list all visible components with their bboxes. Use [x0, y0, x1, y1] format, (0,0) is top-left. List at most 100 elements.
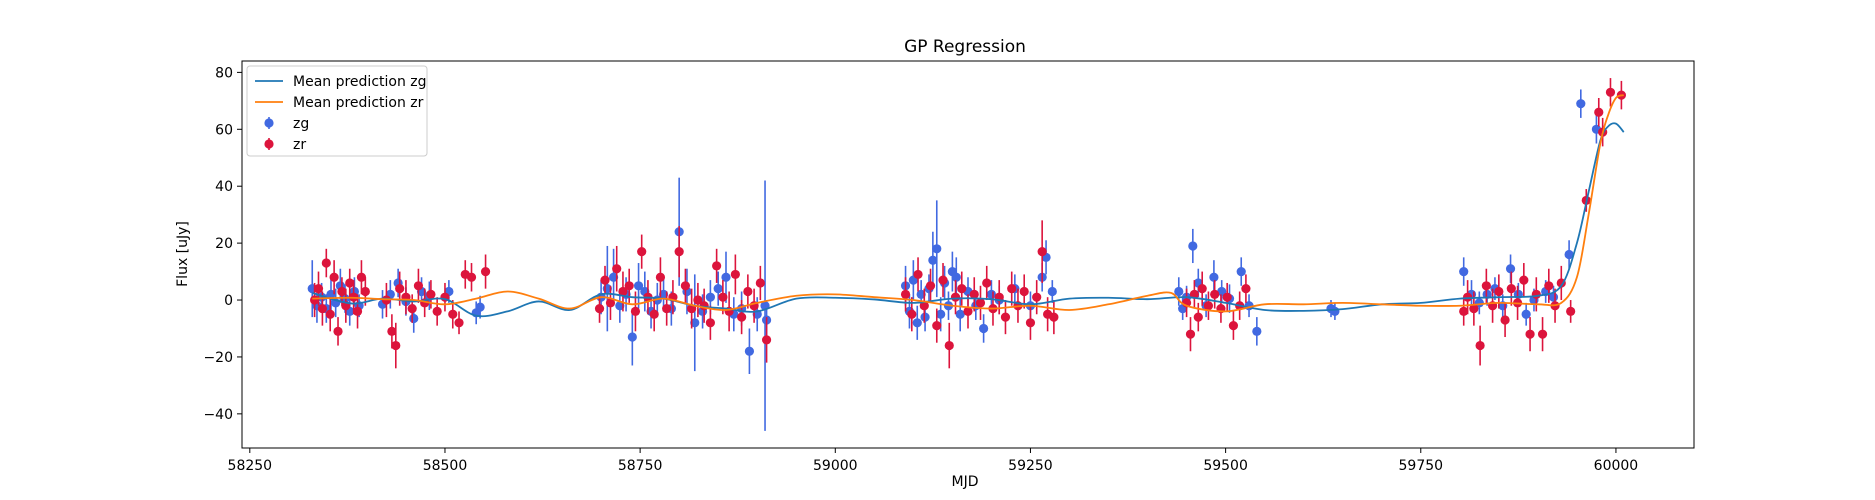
zr-data-point: [360, 286, 370, 297]
zr-data-point: [637, 247, 647, 257]
zr-data-point: [730, 269, 740, 280]
x-tick-label: 59750: [1399, 458, 1444, 474]
y-axis-ticks: −40 −20 0 20 40 60 80: [203, 65, 242, 423]
zr-data-point: [1007, 284, 1017, 294]
zr-data-point: [1481, 281, 1491, 291]
zr-data-point: [932, 321, 942, 331]
zr-data-point: [761, 335, 772, 345]
zg-data-point: [916, 289, 926, 299]
zg-data-point: [1330, 306, 1340, 317]
zg-data-point: [658, 289, 669, 299]
data-layer: [307, 78, 1626, 431]
y-axis-label: Flux [uJy]: [175, 221, 191, 287]
zr-data-point: [600, 275, 610, 285]
zg-data-point: [1188, 241, 1198, 251]
x-tick-label: 58750: [618, 458, 663, 474]
zr-data-point: [624, 281, 634, 291]
zr-data-point: [345, 278, 355, 288]
zr-data-point: [466, 272, 477, 282]
zr-data-point: [1605, 87, 1616, 97]
zr-data-point: [337, 286, 347, 297]
zr-data-point: [448, 309, 458, 319]
zg-data-point: [608, 272, 619, 282]
zr-data-point: [1185, 329, 1196, 339]
zr-data-point: [1519, 275, 1529, 285]
zr-data-point: [594, 303, 605, 314]
zr-data-point: [605, 298, 616, 308]
zg-data-point: [633, 281, 644, 291]
plot-area: [241, 60, 1695, 449]
zr-data-point: [957, 284, 967, 294]
zr-data-point: [1228, 321, 1239, 331]
zr-data-point: [618, 286, 628, 297]
zg-data-point: [721, 272, 731, 282]
zr-data-point: [907, 309, 917, 319]
zg-data-point: [1209, 272, 1219, 282]
zr-data-point: [630, 306, 641, 317]
zg-data-point: [1521, 309, 1531, 319]
y-tick-label: 0: [224, 293, 233, 309]
line-mean-prediction-zg: [312, 122, 1625, 318]
legend-entry-label: zg: [293, 116, 309, 132]
legend-entry-label: Mean prediction zr: [293, 95, 424, 111]
line-mean-prediction-zr: [312, 94, 1625, 313]
x-axis-ticks: 58250 58500 58750 59000 59250 59500 59750 60000: [228, 448, 1639, 474]
zr-data-point: [718, 292, 728, 302]
zr-data-point: [1531, 289, 1541, 299]
zg-data-point: [1217, 286, 1227, 297]
zr-data-point: [325, 309, 335, 319]
zr-data-point: [1500, 315, 1510, 325]
zr-data-point: [743, 286, 753, 297]
zg-data-point: [979, 323, 989, 334]
zr-data-point: [1469, 303, 1479, 314]
zr-data-point: [944, 340, 954, 351]
zr-data-point: [919, 301, 929, 311]
axes-frame: [241, 60, 1695, 449]
zr-data-point: [454, 318, 464, 328]
zr-data-point: [705, 318, 715, 328]
zr-data-point: [1193, 312, 1203, 322]
zr-data-point: [432, 306, 442, 317]
zr-data-point: [969, 289, 979, 299]
zg-data-point: [713, 284, 723, 294]
x-tick-label: 60000: [1594, 458, 1639, 474]
zr-data-point: [1463, 292, 1473, 302]
zg-data-point: [690, 318, 700, 328]
zr-data-point: [1210, 289, 1220, 299]
zr-data-point: [413, 281, 424, 291]
zg-data-point: [936, 309, 946, 319]
zr-data-point: [975, 298, 986, 308]
zg-data-point: [1505, 264, 1516, 274]
zg-data-point: [1047, 286, 1057, 297]
zr-data-point: [1544, 281, 1554, 291]
x-tick-label: 58500: [423, 458, 468, 474]
y-tick-label: 80: [215, 65, 233, 81]
zg-data-point: [615, 301, 625, 311]
zr-data-point: [395, 284, 405, 294]
y-tick-label: −40: [203, 407, 233, 423]
zr-data-point: [755, 278, 765, 288]
zr-data-point: [693, 295, 703, 305]
zr-data-point: [1475, 340, 1485, 351]
x-axis-label: MJD: [952, 474, 979, 490]
zg-data-point: [1174, 286, 1184, 297]
zr-data-point: [649, 309, 659, 319]
y-tick-label: 60: [215, 122, 233, 138]
x-tick-label: 59500: [1203, 458, 1248, 474]
zr-data-point: [1019, 286, 1029, 297]
zr-data-point: [1594, 107, 1604, 117]
zr-data-point: [612, 264, 622, 274]
zr-data-point: [329, 272, 339, 282]
zg-data-point: [475, 302, 485, 312]
y-tick-label: 20: [215, 236, 233, 252]
zg-data-point: [955, 309, 965, 319]
zr-data-point: [1566, 306, 1576, 317]
zr-data-point: [1032, 292, 1042, 302]
zr-data-point: [900, 289, 911, 299]
zg-data-point: [1252, 326, 1262, 336]
zr-data-point: [1459, 306, 1469, 317]
zr-data-point: [1222, 292, 1232, 302]
zr-data-point: [352, 306, 363, 317]
zg-data-point: [627, 332, 637, 342]
